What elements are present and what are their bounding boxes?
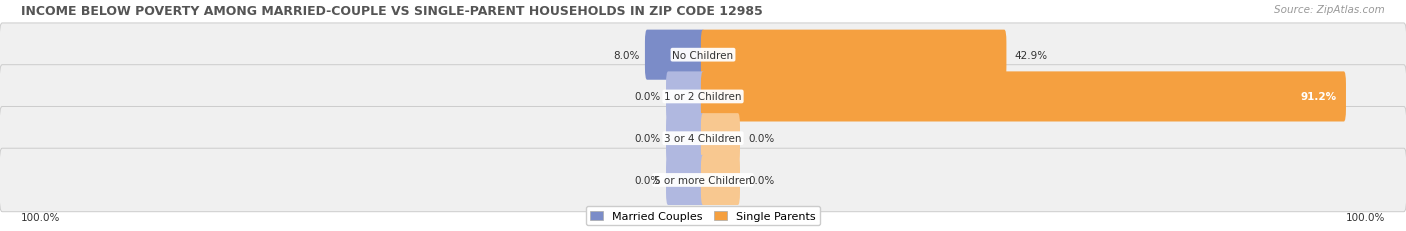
- Text: 91.2%: 91.2%: [1301, 92, 1337, 102]
- Text: 5 or more Children: 5 or more Children: [654, 175, 752, 185]
- Text: 0.0%: 0.0%: [748, 134, 775, 144]
- FancyBboxPatch shape: [666, 114, 706, 164]
- FancyBboxPatch shape: [0, 107, 1406, 170]
- Text: 100.0%: 100.0%: [21, 213, 60, 222]
- Text: 42.9%: 42.9%: [1015, 50, 1047, 61]
- Text: 0.0%: 0.0%: [636, 134, 661, 144]
- Text: 0.0%: 0.0%: [636, 92, 661, 102]
- FancyBboxPatch shape: [666, 72, 706, 122]
- Text: 8.0%: 8.0%: [613, 50, 640, 61]
- Text: 3 or 4 Children: 3 or 4 Children: [664, 134, 742, 144]
- Text: INCOME BELOW POVERTY AMONG MARRIED-COUPLE VS SINGLE-PARENT HOUSEHOLDS IN ZIP COD: INCOME BELOW POVERTY AMONG MARRIED-COUPL…: [21, 5, 763, 18]
- FancyBboxPatch shape: [666, 155, 706, 205]
- FancyBboxPatch shape: [0, 65, 1406, 129]
- Text: 100.0%: 100.0%: [1346, 213, 1385, 222]
- FancyBboxPatch shape: [700, 30, 1007, 80]
- Text: 0.0%: 0.0%: [636, 175, 661, 185]
- FancyBboxPatch shape: [700, 155, 740, 205]
- FancyBboxPatch shape: [700, 114, 740, 164]
- Text: Source: ZipAtlas.com: Source: ZipAtlas.com: [1274, 5, 1385, 15]
- FancyBboxPatch shape: [645, 30, 706, 80]
- FancyBboxPatch shape: [0, 149, 1406, 212]
- FancyBboxPatch shape: [0, 24, 1406, 87]
- Text: 0.0%: 0.0%: [748, 175, 775, 185]
- FancyBboxPatch shape: [700, 72, 1346, 122]
- Text: 1 or 2 Children: 1 or 2 Children: [664, 92, 742, 102]
- Text: No Children: No Children: [672, 50, 734, 61]
- Legend: Married Couples, Single Parents: Married Couples, Single Parents: [586, 206, 820, 225]
